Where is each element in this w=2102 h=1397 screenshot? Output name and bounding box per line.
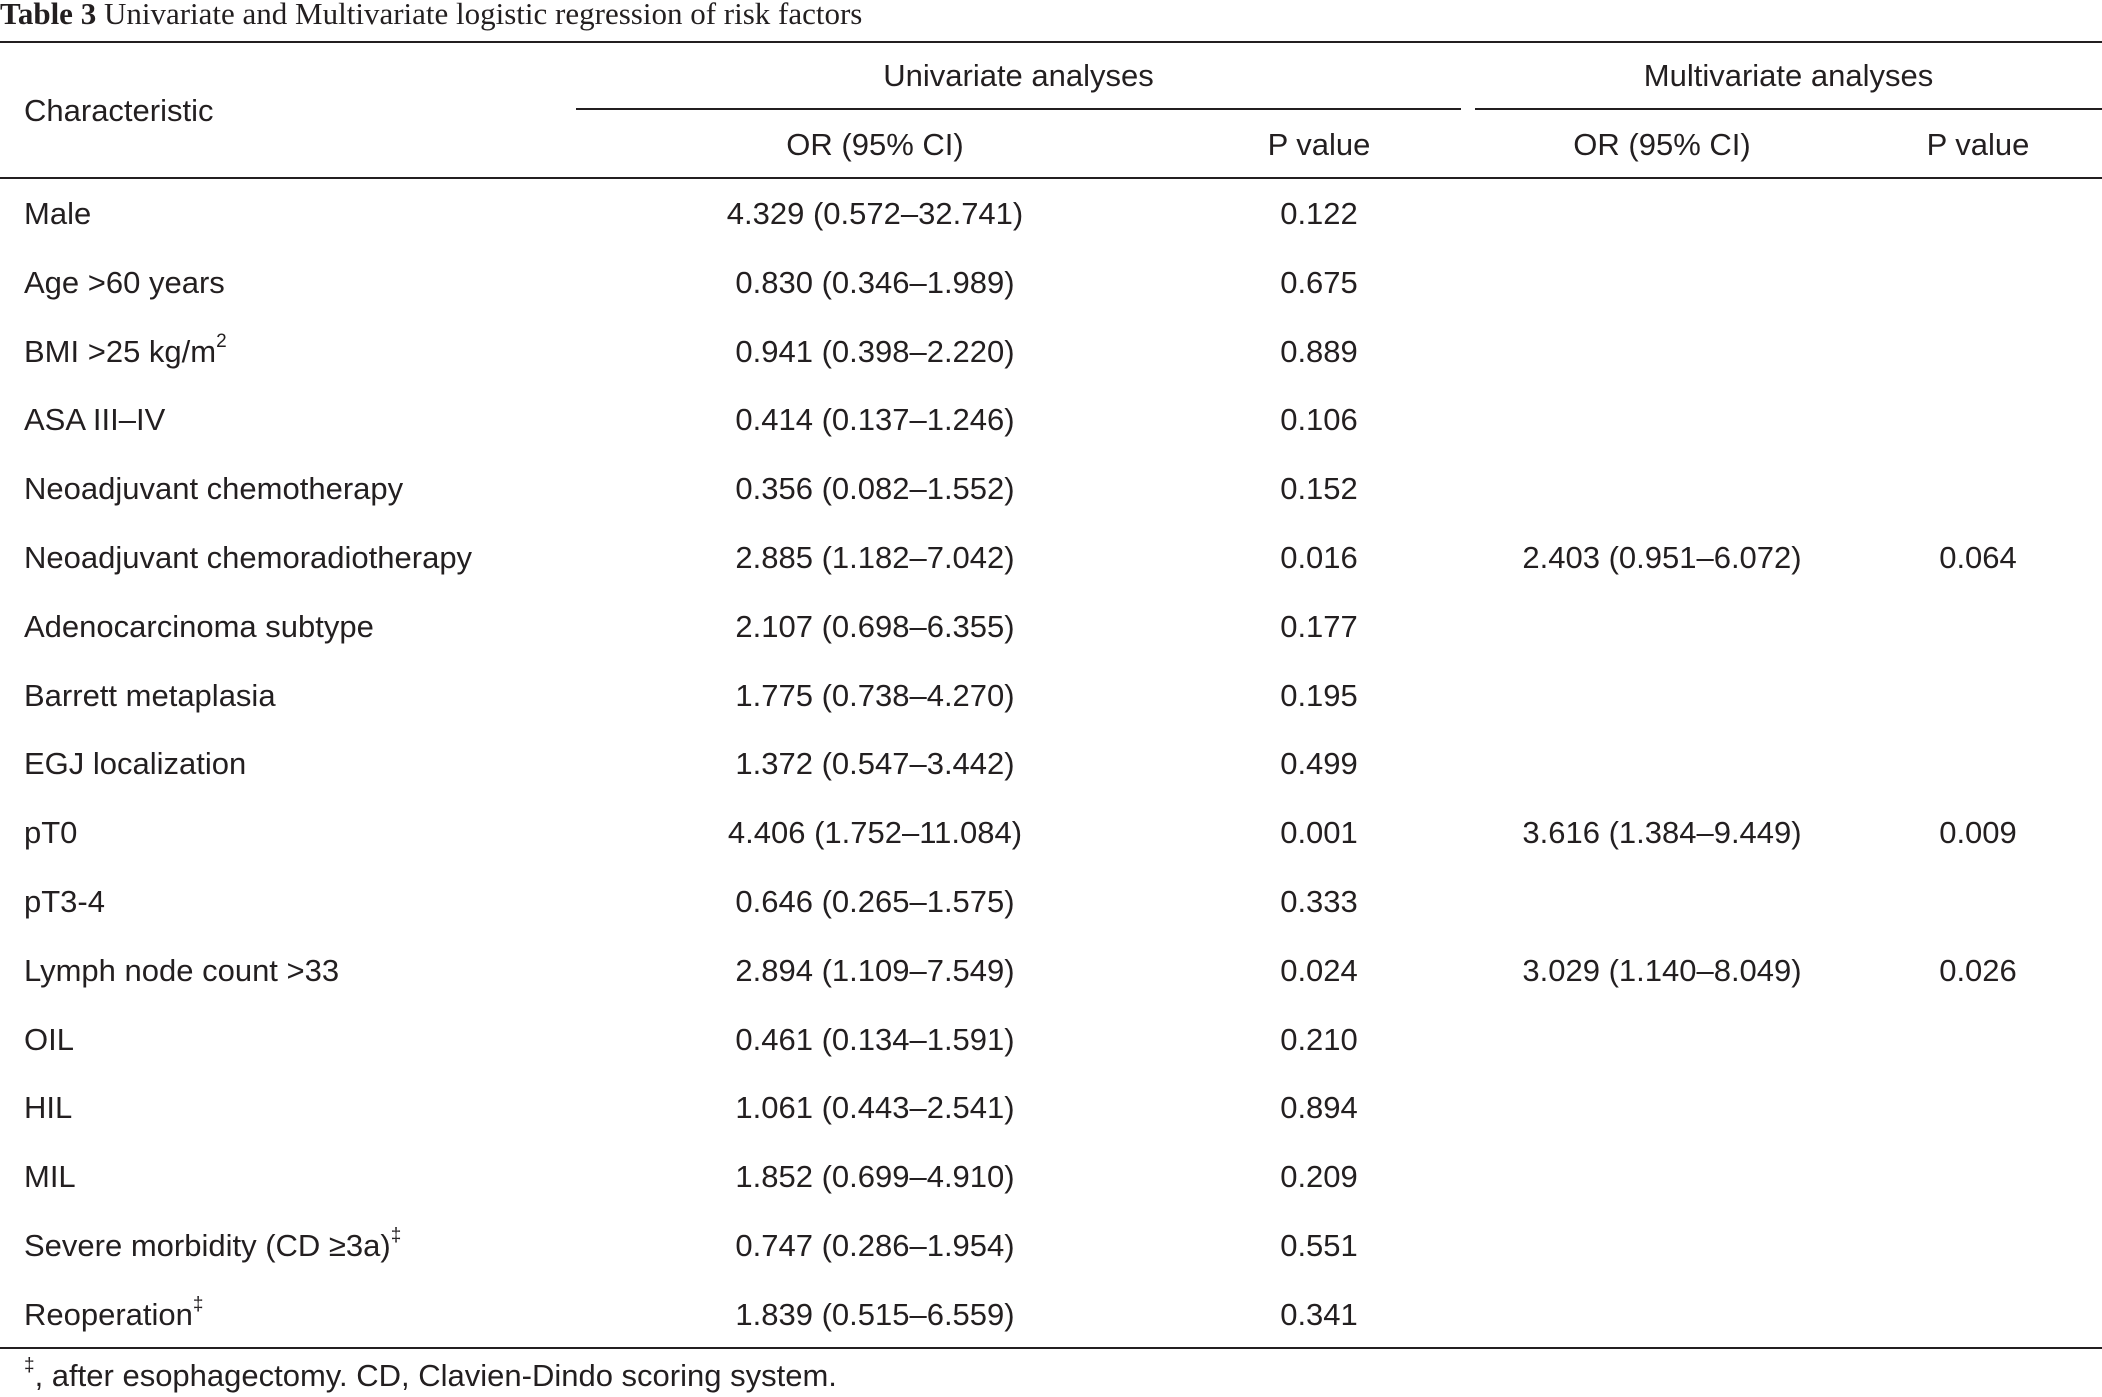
cell-characteristic: pT0 — [24, 815, 77, 851]
characteristic-label: Lymph node count >33 — [24, 953, 340, 988]
characteristic-superscript: 2 — [216, 330, 227, 352]
cell-characteristic: Adenocarcinoma subtype — [24, 609, 374, 645]
cell-multivariate-or: 3.029 (1.140–8.049) — [1522, 953, 1802, 988]
characteristic-superscript: ‡ — [390, 1224, 402, 1246]
cell-univariate-p: 0.889 — [1280, 334, 1358, 369]
cell-univariate-p: 0.152 — [1280, 471, 1358, 506]
cell-univariate-or: 0.747 (0.286–1.954) — [735, 1228, 1015, 1263]
cell-univariate-p: 0.024 — [1280, 953, 1358, 988]
characteristic-label: Neoadjuvant chemoradiotherapy — [24, 540, 473, 575]
characteristic-label: Barrett metaplasia — [24, 678, 276, 713]
header-multivariate: Multivariate analyses — [1643, 58, 1934, 93]
cell-univariate-p: 0.106 — [1280, 402, 1358, 437]
footnote-text: , after esophagectomy. CD, Clavien-Dindo… — [34, 1358, 837, 1393]
cell-multivariate-or: 2.403 (0.951–6.072) — [1522, 540, 1802, 575]
table-footnote: ‡, after esophagectomy. CD, Clavien-Dind… — [24, 1354, 837, 1394]
characteristic-superscript: ‡ — [192, 1293, 204, 1315]
characteristic-label: Age >60 years — [24, 265, 225, 300]
top-rule — [0, 41, 2102, 43]
characteristic-label: Neoadjuvant chemotherapy — [24, 471, 404, 506]
cell-univariate-or: 0.356 (0.082–1.552) — [735, 471, 1015, 506]
multivariate-group-rule — [1475, 108, 2102, 110]
cell-characteristic: Neoadjuvant chemotherapy — [24, 471, 403, 507]
cell-univariate-or: 0.646 (0.265–1.575) — [735, 884, 1015, 919]
cell-univariate-or: 1.852 (0.699–4.910) — [735, 1159, 1015, 1194]
cell-characteristic: EGJ localization — [24, 746, 246, 782]
cell-univariate-or: 0.941 (0.398–2.220) — [735, 334, 1015, 369]
cell-characteristic: Barrett metaplasia — [24, 678, 276, 714]
footnote-symbol: ‡ — [24, 1354, 35, 1376]
cell-characteristic: MIL — [24, 1159, 76, 1195]
cell-univariate-or: 2.894 (1.109–7.549) — [735, 953, 1015, 988]
characteristic-label: Severe morbidity (CD ≥3a) — [24, 1228, 391, 1263]
cell-univariate-p: 0.209 — [1280, 1159, 1358, 1194]
cell-characteristic: BMI >25 kg/m2 — [24, 330, 227, 370]
header-univariate: Univariate analyses — [883, 58, 1154, 93]
characteristic-label: OIL — [24, 1022, 74, 1057]
cell-univariate-p: 0.122 — [1280, 196, 1358, 231]
characteristic-label: ASA III–IV — [24, 402, 166, 437]
cell-univariate-p: 0.675 — [1280, 265, 1358, 300]
cell-univariate-or: 2.885 (1.182–7.042) — [735, 540, 1015, 575]
cell-univariate-p: 0.333 — [1280, 884, 1358, 919]
table-caption-label: Table 3 — [0, 0, 97, 31]
cell-univariate-or: 4.329 (0.572–32.741) — [726, 196, 1024, 231]
cell-characteristic: Lymph node count >33 — [24, 953, 339, 989]
table-caption: Table 3 Univariate and Multivariate logi… — [0, 0, 862, 34]
cell-univariate-or: 4.406 (1.752–11.084) — [727, 815, 1023, 850]
cell-characteristic: Age >60 years — [24, 265, 225, 301]
cell-characteristic: Reoperation‡ — [24, 1293, 204, 1333]
cell-multivariate-or: 3.616 (1.384–9.449) — [1522, 815, 1802, 850]
cell-univariate-or: 1.839 (0.515–6.559) — [735, 1297, 1015, 1332]
cell-univariate-p: 0.016 — [1280, 540, 1358, 575]
cell-characteristic: Severe morbidity (CD ≥3a)‡ — [24, 1224, 402, 1264]
cell-univariate-p: 0.001 — [1280, 815, 1358, 850]
cell-univariate-p: 0.210 — [1280, 1022, 1358, 1057]
cell-characteristic: pT3-4 — [24, 884, 105, 920]
characteristic-label: Reoperation — [24, 1297, 193, 1332]
table-caption-text: Univariate and Multivariate logistic reg… — [103, 0, 863, 31]
characteristic-label: EGJ localization — [24, 746, 247, 781]
header-univariate-or: OR (95% CI) — [786, 127, 964, 162]
univariate-group-rule — [576, 108, 1461, 110]
cell-univariate-or: 1.061 (0.443–2.541) — [735, 1090, 1015, 1125]
cell-univariate-p: 0.341 — [1280, 1297, 1358, 1332]
characteristic-label: MIL — [24, 1159, 76, 1194]
cell-univariate-p: 0.894 — [1280, 1090, 1358, 1125]
header-multivariate-p: P value — [1926, 127, 2030, 162]
cell-characteristic: Neoadjuvant chemoradiotherapy — [24, 540, 472, 576]
cell-characteristic: ASA III–IV — [24, 402, 165, 438]
cell-univariate-or: 0.830 (0.346–1.989) — [735, 265, 1015, 300]
cell-multivariate-p: 0.064 — [1939, 540, 2017, 575]
cell-characteristic: HIL — [24, 1090, 72, 1126]
characteristic-label: HIL — [24, 1090, 73, 1125]
cell-univariate-p: 0.177 — [1280, 609, 1358, 644]
characteristic-label: BMI >25 kg/m — [24, 334, 217, 369]
characteristic-label: Male — [24, 196, 92, 231]
header-bottom-rule — [0, 177, 2102, 179]
header-characteristic: Characteristic — [24, 93, 214, 128]
cell-multivariate-p: 0.009 — [1939, 815, 2017, 850]
characteristic-label: pT3-4 — [24, 884, 105, 919]
cell-characteristic: Male — [24, 196, 91, 232]
cell-univariate-or: 0.414 (0.137–1.246) — [735, 402, 1015, 437]
cell-univariate-p: 0.551 — [1280, 1228, 1358, 1263]
cell-univariate-p: 0.195 — [1280, 678, 1358, 713]
cell-multivariate-p: 0.026 — [1939, 953, 2017, 988]
cell-univariate-or: 1.775 (0.738–4.270) — [735, 678, 1015, 713]
cell-univariate-or: 1.372 (0.547–3.442) — [735, 746, 1015, 781]
cell-univariate-or: 2.107 (0.698–6.355) — [735, 609, 1015, 644]
cell-univariate-or: 0.461 (0.134–1.591) — [735, 1022, 1015, 1057]
bottom-rule — [0, 1347, 2102, 1349]
characteristic-label: Adenocarcinoma subtype — [24, 609, 374, 644]
characteristic-label: pT0 — [24, 815, 78, 850]
cell-characteristic: OIL — [24, 1022, 74, 1058]
header-univariate-p: P value — [1267, 127, 1371, 162]
header-multivariate-or: OR (95% CI) — [1573, 127, 1751, 162]
cell-univariate-p: 0.499 — [1280, 746, 1358, 781]
